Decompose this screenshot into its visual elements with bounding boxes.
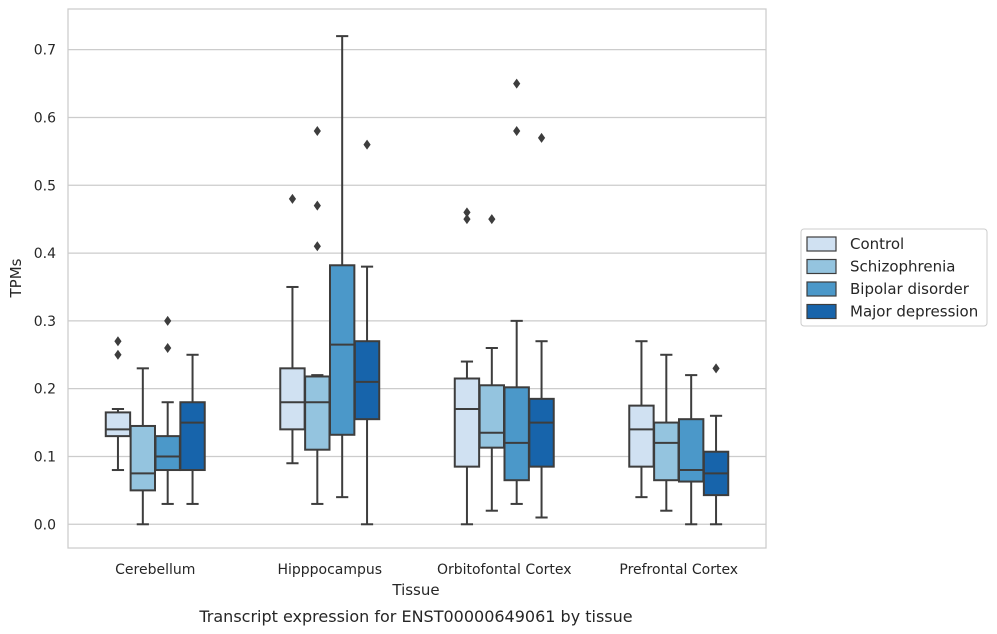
box-group: [677, 374, 705, 526]
outlier-point: [164, 315, 172, 326]
y-tick-label: 0.3: [34, 314, 56, 330]
legend-label: Bipolar disorder: [850, 280, 970, 298]
box-group: [702, 414, 730, 526]
x-tick-label: Orbitofontal Cortex: [437, 562, 572, 578]
outlier-point: [463, 207, 471, 218]
box-group: [129, 367, 157, 526]
box-body: [328, 264, 356, 436]
legend-label: Schizophrenia: [850, 258, 955, 276]
x-tick-label: Cerebellum: [115, 562, 195, 578]
outliers-layer: [114, 78, 720, 374]
box-group: [179, 353, 206, 505]
outlier-point: [164, 342, 172, 353]
box-group: [653, 353, 680, 512]
box-group: [353, 265, 381, 526]
legend: Control Schizophrenia Bipolar disorder Majo…: [800, 228, 988, 327]
box-group: [328, 35, 356, 499]
box-group: [104, 408, 132, 472]
legend-swatch: [806, 258, 837, 275]
box-group: [503, 319, 530, 505]
outlier-point: [463, 214, 471, 225]
box-group: [154, 401, 181, 505]
outlier-point: [513, 126, 521, 137]
box-body: [478, 384, 506, 449]
legend-swatch: [806, 281, 837, 297]
box-body: [129, 424, 157, 492]
box-body: [179, 401, 206, 472]
y-tick-label: 0.7: [34, 43, 56, 59]
boxes-layer: [104, 35, 730, 526]
box-group: [453, 360, 481, 526]
legend-swatch: [806, 236, 837, 252]
box-body: [304, 375, 331, 451]
y-tick-label: 0.6: [34, 110, 56, 126]
box-body: [453, 377, 481, 468]
box-body: [677, 418, 705, 483]
outlier-point: [114, 336, 122, 347]
legend-frame: [800, 228, 988, 327]
box-group: [628, 340, 655, 499]
x-axis-title: Tissue: [391, 581, 439, 599]
outlier-point: [114, 349, 122, 360]
x-tick-label: Hipppocampus: [277, 562, 382, 578]
y-tick-label: 0.0: [34, 517, 56, 533]
box-body: [503, 386, 530, 482]
box-group: [478, 346, 506, 512]
chart-caption: Transcript expression for ENST0000064906…: [198, 607, 632, 626]
outlier-point: [488, 214, 496, 225]
outlier-point: [513, 78, 521, 89]
legend-label: Major depression: [850, 303, 978, 321]
box-group: [279, 285, 306, 465]
outlier-point: [313, 200, 321, 211]
x-tick-labels: Cerebellum Hipppocampus Orbitofontal Corte…: [115, 562, 738, 578]
box-group: [304, 374, 331, 505]
y-tick-label: 0.4: [34, 246, 56, 262]
outlier-point: [288, 193, 297, 204]
plot-frame: [67, 8, 767, 549]
outlier-point: [313, 241, 321, 252]
outlier-point: [712, 363, 720, 374]
y-tick-labels: 0.0 0.1 0.2 0.3 0.4 0.5 0.6 0.7: [34, 43, 56, 534]
box-body: [279, 367, 306, 431]
y-axis-title: TPMs: [7, 258, 25, 298]
y-tick-label: 0.2: [34, 382, 56, 398]
y-tick-label: 0.1: [34, 449, 56, 465]
outlier-point: [537, 132, 546, 143]
box-body: [353, 340, 381, 421]
box-body: [104, 411, 132, 438]
box-group: [528, 340, 555, 519]
box-body: [628, 404, 655, 468]
outlier-point: [313, 126, 321, 137]
legend-swatch: [806, 303, 837, 320]
x-tick-label: Prefrontal Cortex: [619, 562, 738, 578]
outlier-point: [363, 139, 371, 150]
box-body: [154, 435, 181, 472]
legend-label: Control: [850, 235, 904, 253]
y-tick-label: 0.5: [34, 178, 56, 194]
box-body: [653, 421, 680, 482]
box-body: [528, 397, 555, 468]
